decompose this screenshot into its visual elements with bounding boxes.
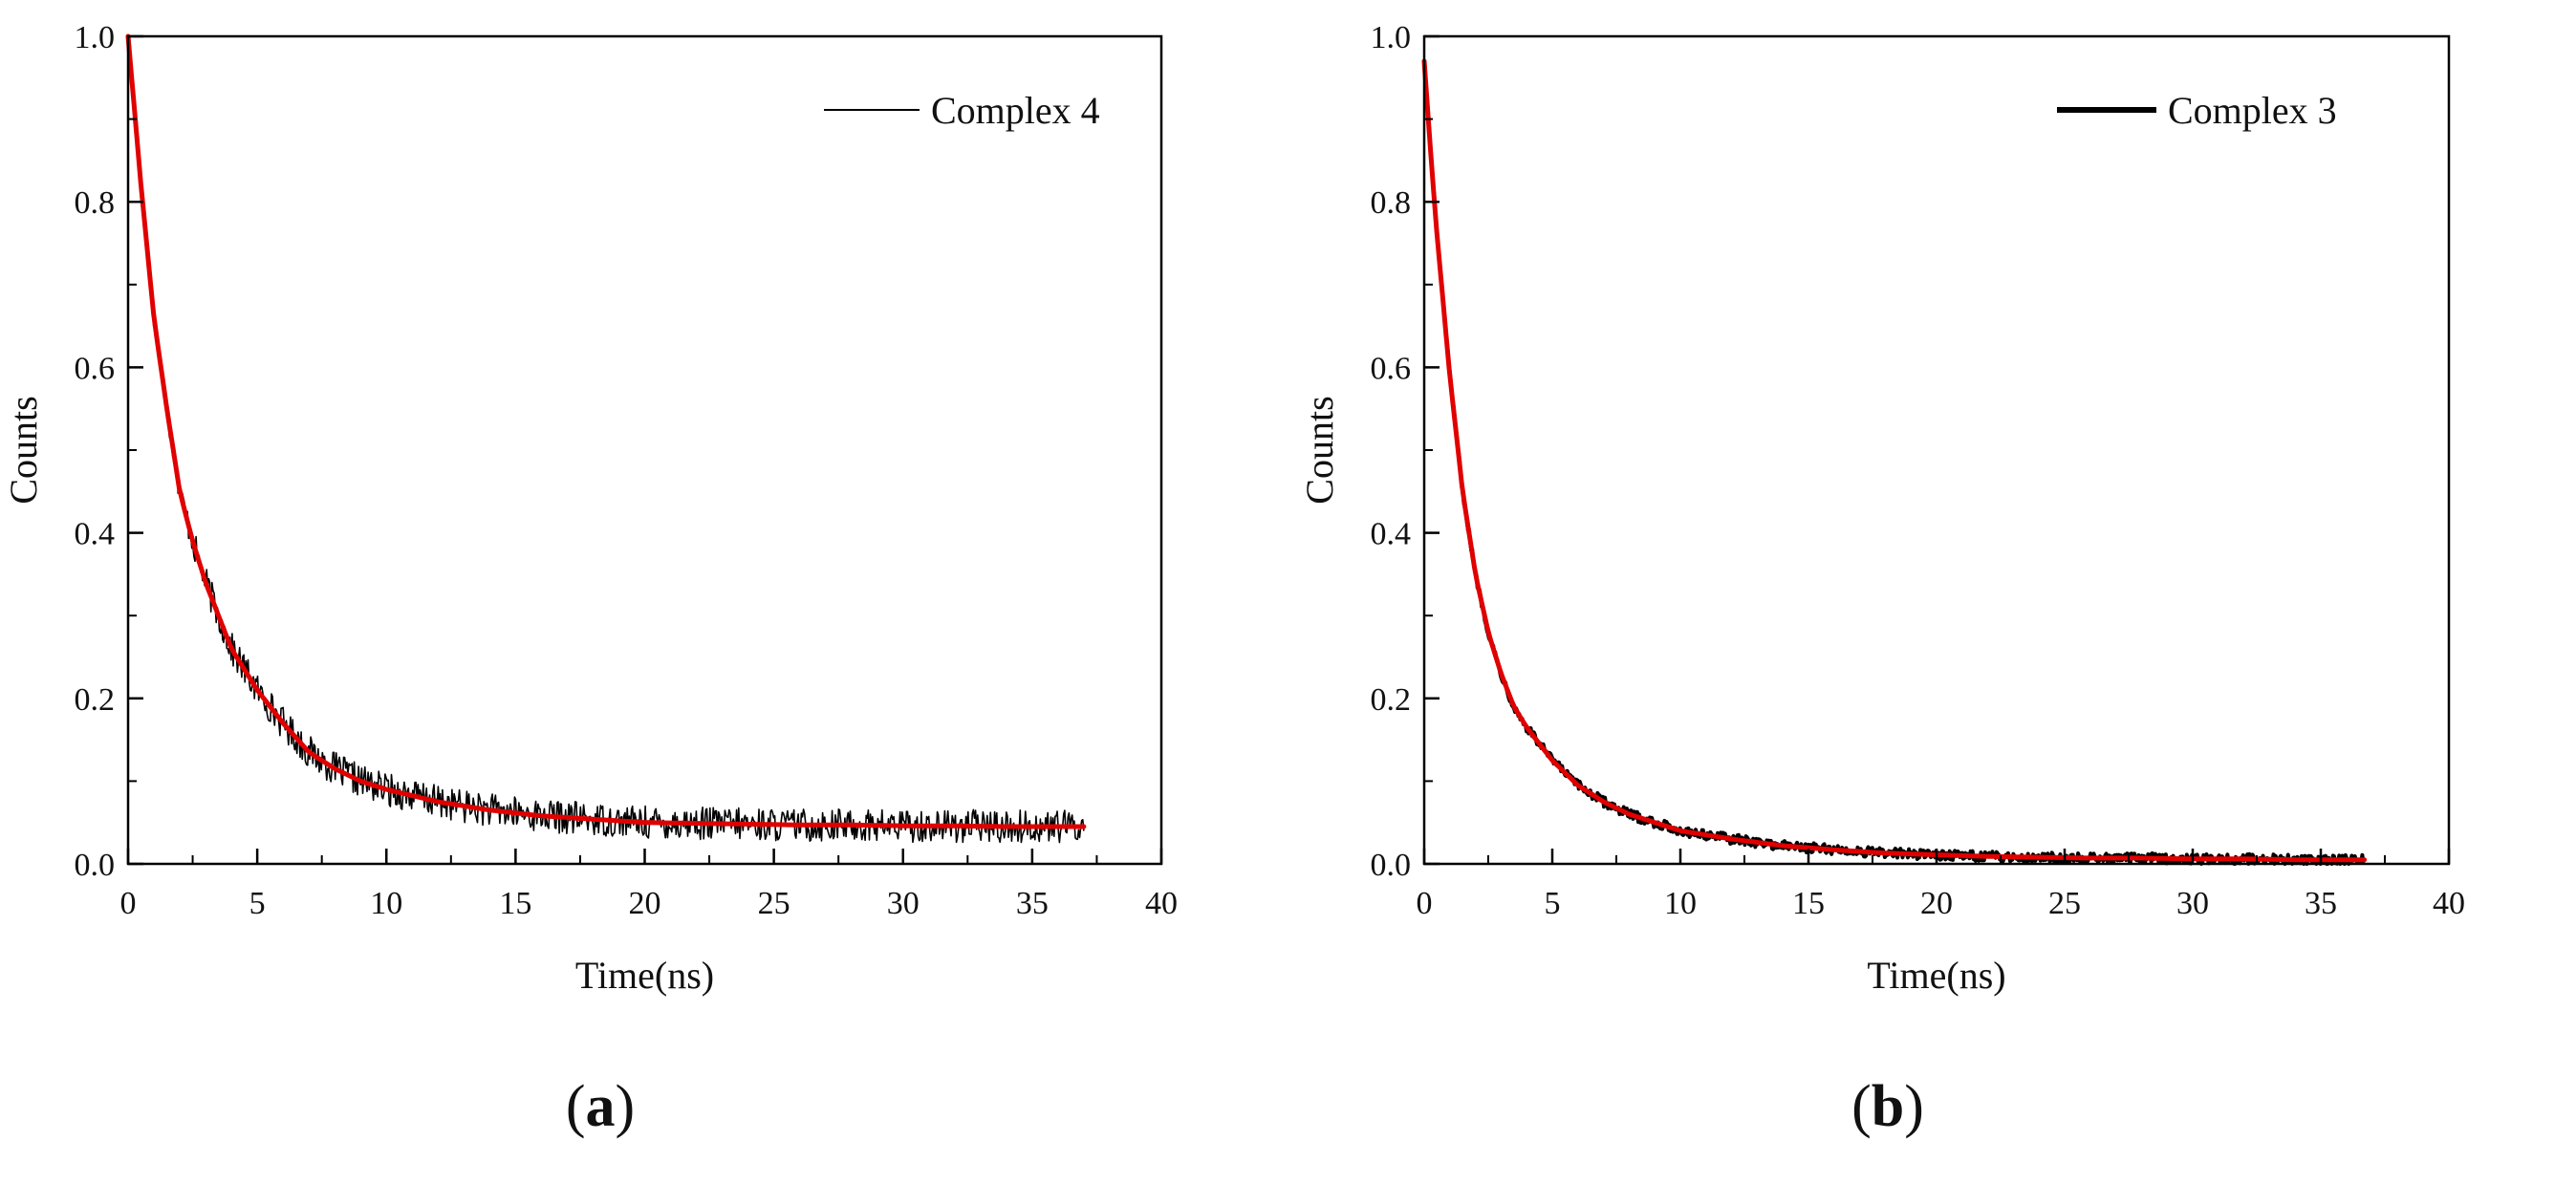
panel-a-chart: 0 5 10 15 20 25 30 35 40 0.0 0.2 0.4 0.6 0.8 1.0 Time… — [2, 20, 1178, 1139]
panel-a-y-tick-label: 0.0 — [75, 848, 116, 883]
panel-b-measured-series-line — [1422, 62, 2366, 866]
panel-b-x-tick-label: 10 — [1664, 886, 1697, 921]
panel-b-plot-marks — [1421, 58, 2368, 866]
panel-b-label-letter: b — [1872, 1074, 1904, 1139]
panel-a-x-tick-label: 40 — [1145, 886, 1178, 921]
panel-a-x-tick-label: 30 — [887, 886, 920, 921]
panel-a-x-tick-label: 5 — [249, 886, 266, 921]
panel-b-plot-frame — [1422, 34, 2451, 866]
panel-b-x-tick-label: 35 — [2305, 886, 2337, 921]
panel-b-legend: Complex 3 — [2057, 89, 2337, 132]
panel-a-x-tick-label: 15 — [499, 886, 531, 921]
panel-a-x-tick-label: 35 — [1016, 886, 1049, 921]
panel-a-fit-series-line — [125, 33, 1087, 829]
panel-b-x-tick-label: 30 — [2176, 886, 2209, 921]
panel-b-x-tick-label: 15 — [1792, 886, 1825, 921]
panel-a-y-tick-label: 0.6 — [75, 351, 116, 386]
panel-b-fit-series-line — [1421, 58, 2368, 863]
panel-b-legend-label: Complex 3 — [2168, 89, 2337, 132]
panel-a-plot-frame — [126, 34, 1163, 866]
panel-a-x-tick-label: 0 — [120, 886, 137, 921]
panel-b-x-tick-label: 40 — [2433, 886, 2465, 921]
panel-a-x-axis-title: Time(ns) — [575, 954, 714, 997]
panel-b-y-tick-label: 1.0 — [1371, 20, 1412, 55]
panel-a-y-axis-title: Counts — [2, 396, 45, 504]
panel-a-label-letter: a — [586, 1074, 616, 1139]
panel-a-y-ticks: 0.0 0.2 0.4 0.6 0.8 1.0 — [75, 20, 143, 883]
panel-a-y-tick-label: 0.2 — [75, 682, 116, 718]
panel-b-x-axis-title: Time(ns) — [1867, 954, 2005, 997]
panel-b-x-tick-label: 25 — [2048, 886, 2081, 921]
panel-a-x-ticks: 0 5 10 15 20 25 30 35 40 — [120, 849, 1178, 921]
panel-b-y-axis-title: Counts — [1298, 396, 1341, 504]
panel-a-x-tick-label: 10 — [370, 886, 402, 921]
panel-b-y-tick-label: 0.8 — [1371, 185, 1412, 221]
panel-b-y-tick-label: 0.0 — [1371, 848, 1412, 883]
panel-a-y-tick-label: 1.0 — [75, 20, 116, 55]
panel-b-x-tick-label: 0 — [1417, 886, 1433, 921]
panel-a-x-tick-label: 25 — [758, 886, 790, 921]
panel-b-y-tick-label: 0.4 — [1371, 517, 1412, 552]
panel-b-x-tick-label: 20 — [1920, 886, 1953, 921]
panel-b-label: (b) — [1851, 1074, 1924, 1139]
panel-a-plot-marks — [125, 33, 1087, 844]
panel-b-chart: 0 5 10 15 20 25 30 35 40 0.0 0.2 0.4 0.6 0.8 1.0 Time… — [1298, 20, 2465, 1139]
panel-a-x-tick-label: 20 — [629, 886, 661, 921]
panel-a-legend: Complex 4 — [824, 89, 1100, 132]
panel-b-y-ticks: 0.0 0.2 0.4 0.6 0.8 1.0 — [1371, 20, 1440, 883]
panel-a-y-tick-label: 0.8 — [75, 185, 116, 221]
panel-a-legend-label: Complex 4 — [931, 89, 1100, 132]
panel-b-x-tick-label: 5 — [1545, 886, 1561, 921]
panel-b-x-ticks: 0 5 10 15 20 25 30 35 40 — [1417, 849, 2465, 921]
panel-b-y-tick-label: 0.2 — [1371, 682, 1412, 718]
panel-a-label: (a) — [566, 1074, 635, 1139]
panel-a-measured-series-line — [127, 40, 1085, 844]
panel-a-y-tick-label: 0.4 — [75, 517, 116, 552]
panel-b-y-tick-label: 0.6 — [1371, 351, 1412, 386]
